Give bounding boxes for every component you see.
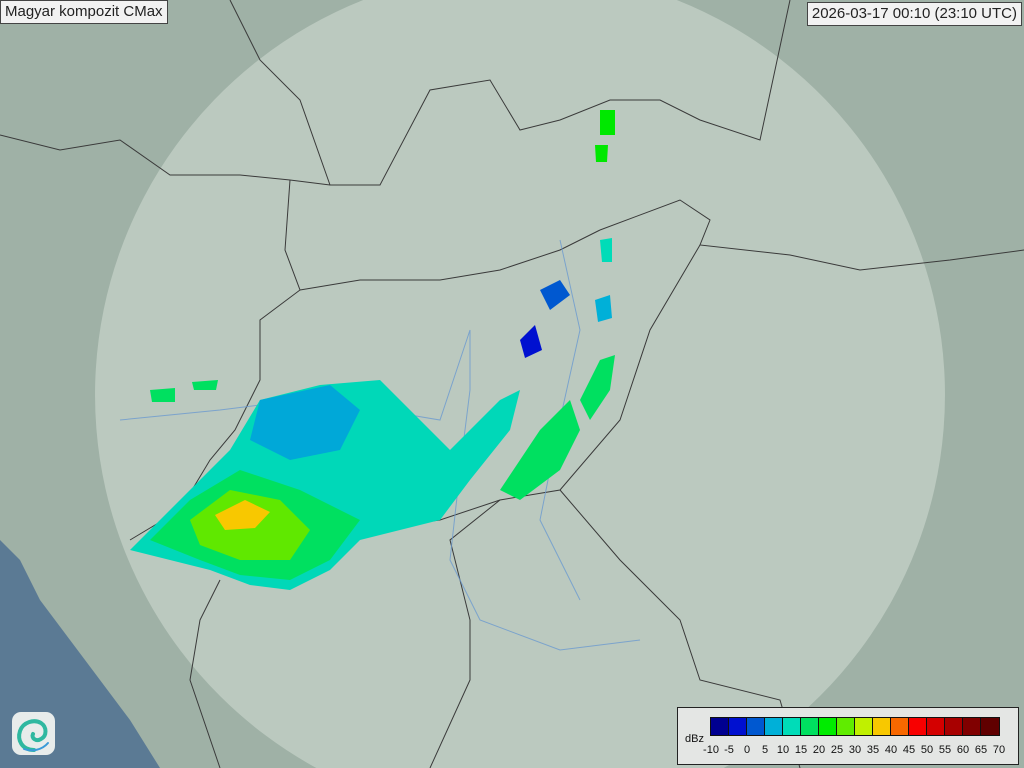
product-title: Magyar kompozit CMax [0,0,168,24]
legend-tick-label: 0 [743,744,751,756]
legend-tick-label: 30 [848,744,862,756]
legend-tick-label: 60 [956,744,970,756]
legend-tick-label: -5 [724,744,734,756]
legend-swatch [783,718,801,735]
radar-echoes [130,110,615,590]
legend-swatch [855,718,873,735]
radar-coverage-area [95,0,945,768]
legend-color-bar [710,717,1000,736]
legend-swatch [873,718,891,735]
legend-tick-label: 5 [761,744,769,756]
legend-tick-label: 65 [974,744,988,756]
legend-swatch [891,718,909,735]
legend-tick-label: 25 [830,744,844,756]
legend-tick-label: 40 [884,744,898,756]
legend-tick-label: 45 [902,744,916,756]
spiral-logo-graphic [17,719,49,752]
legend-swatch [927,718,945,735]
legend-swatch [765,718,783,735]
dbz-legend: dBz -10 -5 0 5 10 15 20 25 30 35 40 45 50 55 60 65 70 [677,707,1019,765]
legend-swatch [747,718,765,735]
legend-swatch [729,718,747,735]
legend-swatch [909,718,927,735]
legend-swatch [801,718,819,735]
legend-swatch [963,718,981,735]
legend-tick-label: 50 [920,744,934,756]
legend-tick-label: 15 [794,744,808,756]
legend-swatch [837,718,855,735]
legend-tick-label: -10 [703,744,719,756]
legend-tick-label: 55 [938,744,952,756]
legend-swatch [981,718,999,735]
legend-tick-label: 10 [776,744,790,756]
legend-swatch [819,718,837,735]
legend-unit: dBz [685,733,704,745]
timestamp: 2026-03-17 00:10 (23:10 UTC) [806,2,1022,26]
legend-tick-label: 35 [866,744,880,756]
legend-tick-label: 20 [812,744,826,756]
legend-tick-label: 70 [992,744,1006,756]
legend-ticks: -10 -5 0 5 10 15 20 25 30 35 40 45 50 55 60 65 70 [678,744,1018,760]
legend-swatch [945,718,963,735]
spiral-logo-icon[interactable] [12,712,55,755]
legend-swatch [711,718,729,735]
adriatic-sea [0,540,160,768]
